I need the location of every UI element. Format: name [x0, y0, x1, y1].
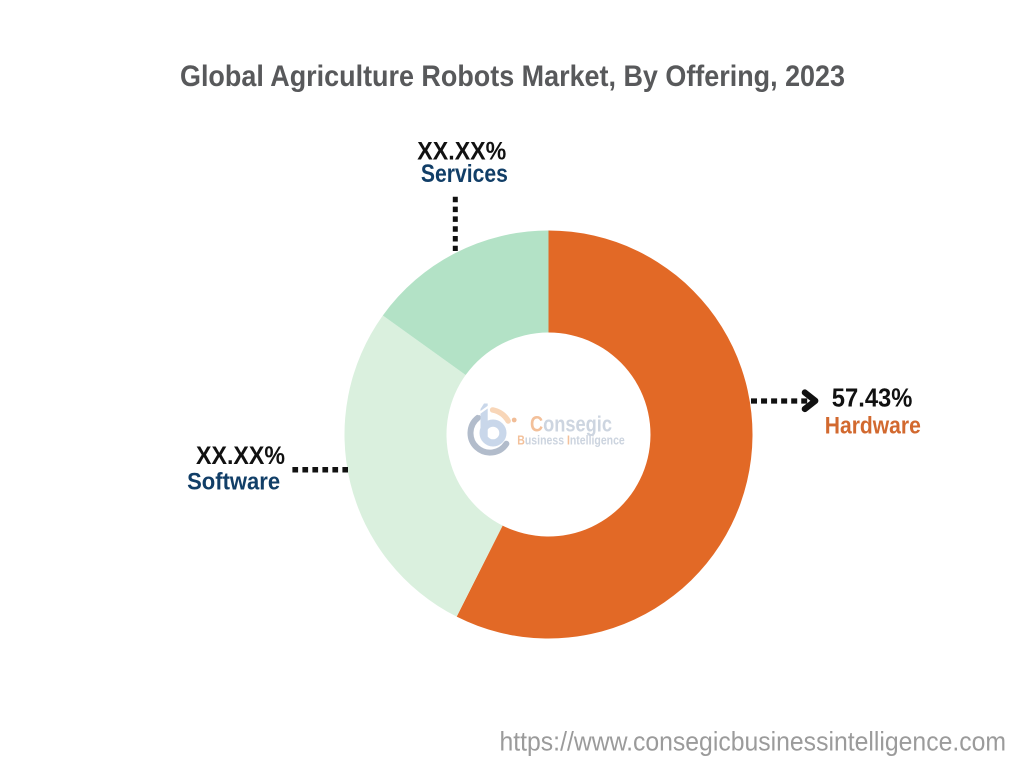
svg-text:XX.XX%: XX.XX%: [196, 442, 285, 470]
svg-text:Consegic: Consegic: [530, 412, 612, 437]
svg-text:Business Intelligence: Business Intelligence: [517, 433, 625, 448]
svg-text:Software: Software: [187, 468, 280, 495]
svg-text:Global Agriculture Robots Mark: Global Agriculture Robots Market, By Off…: [180, 60, 845, 93]
svg-text:57.43%: 57.43%: [832, 382, 913, 412]
svg-text:Hardware: Hardware: [825, 413, 921, 440]
svg-text:https://www.consegicbusinessin: https://www.consegicbusinessintelligence…: [500, 727, 1007, 757]
svg-text:Services: Services: [421, 160, 508, 188]
svg-text:XX.XX%: XX.XX%: [417, 137, 506, 165]
